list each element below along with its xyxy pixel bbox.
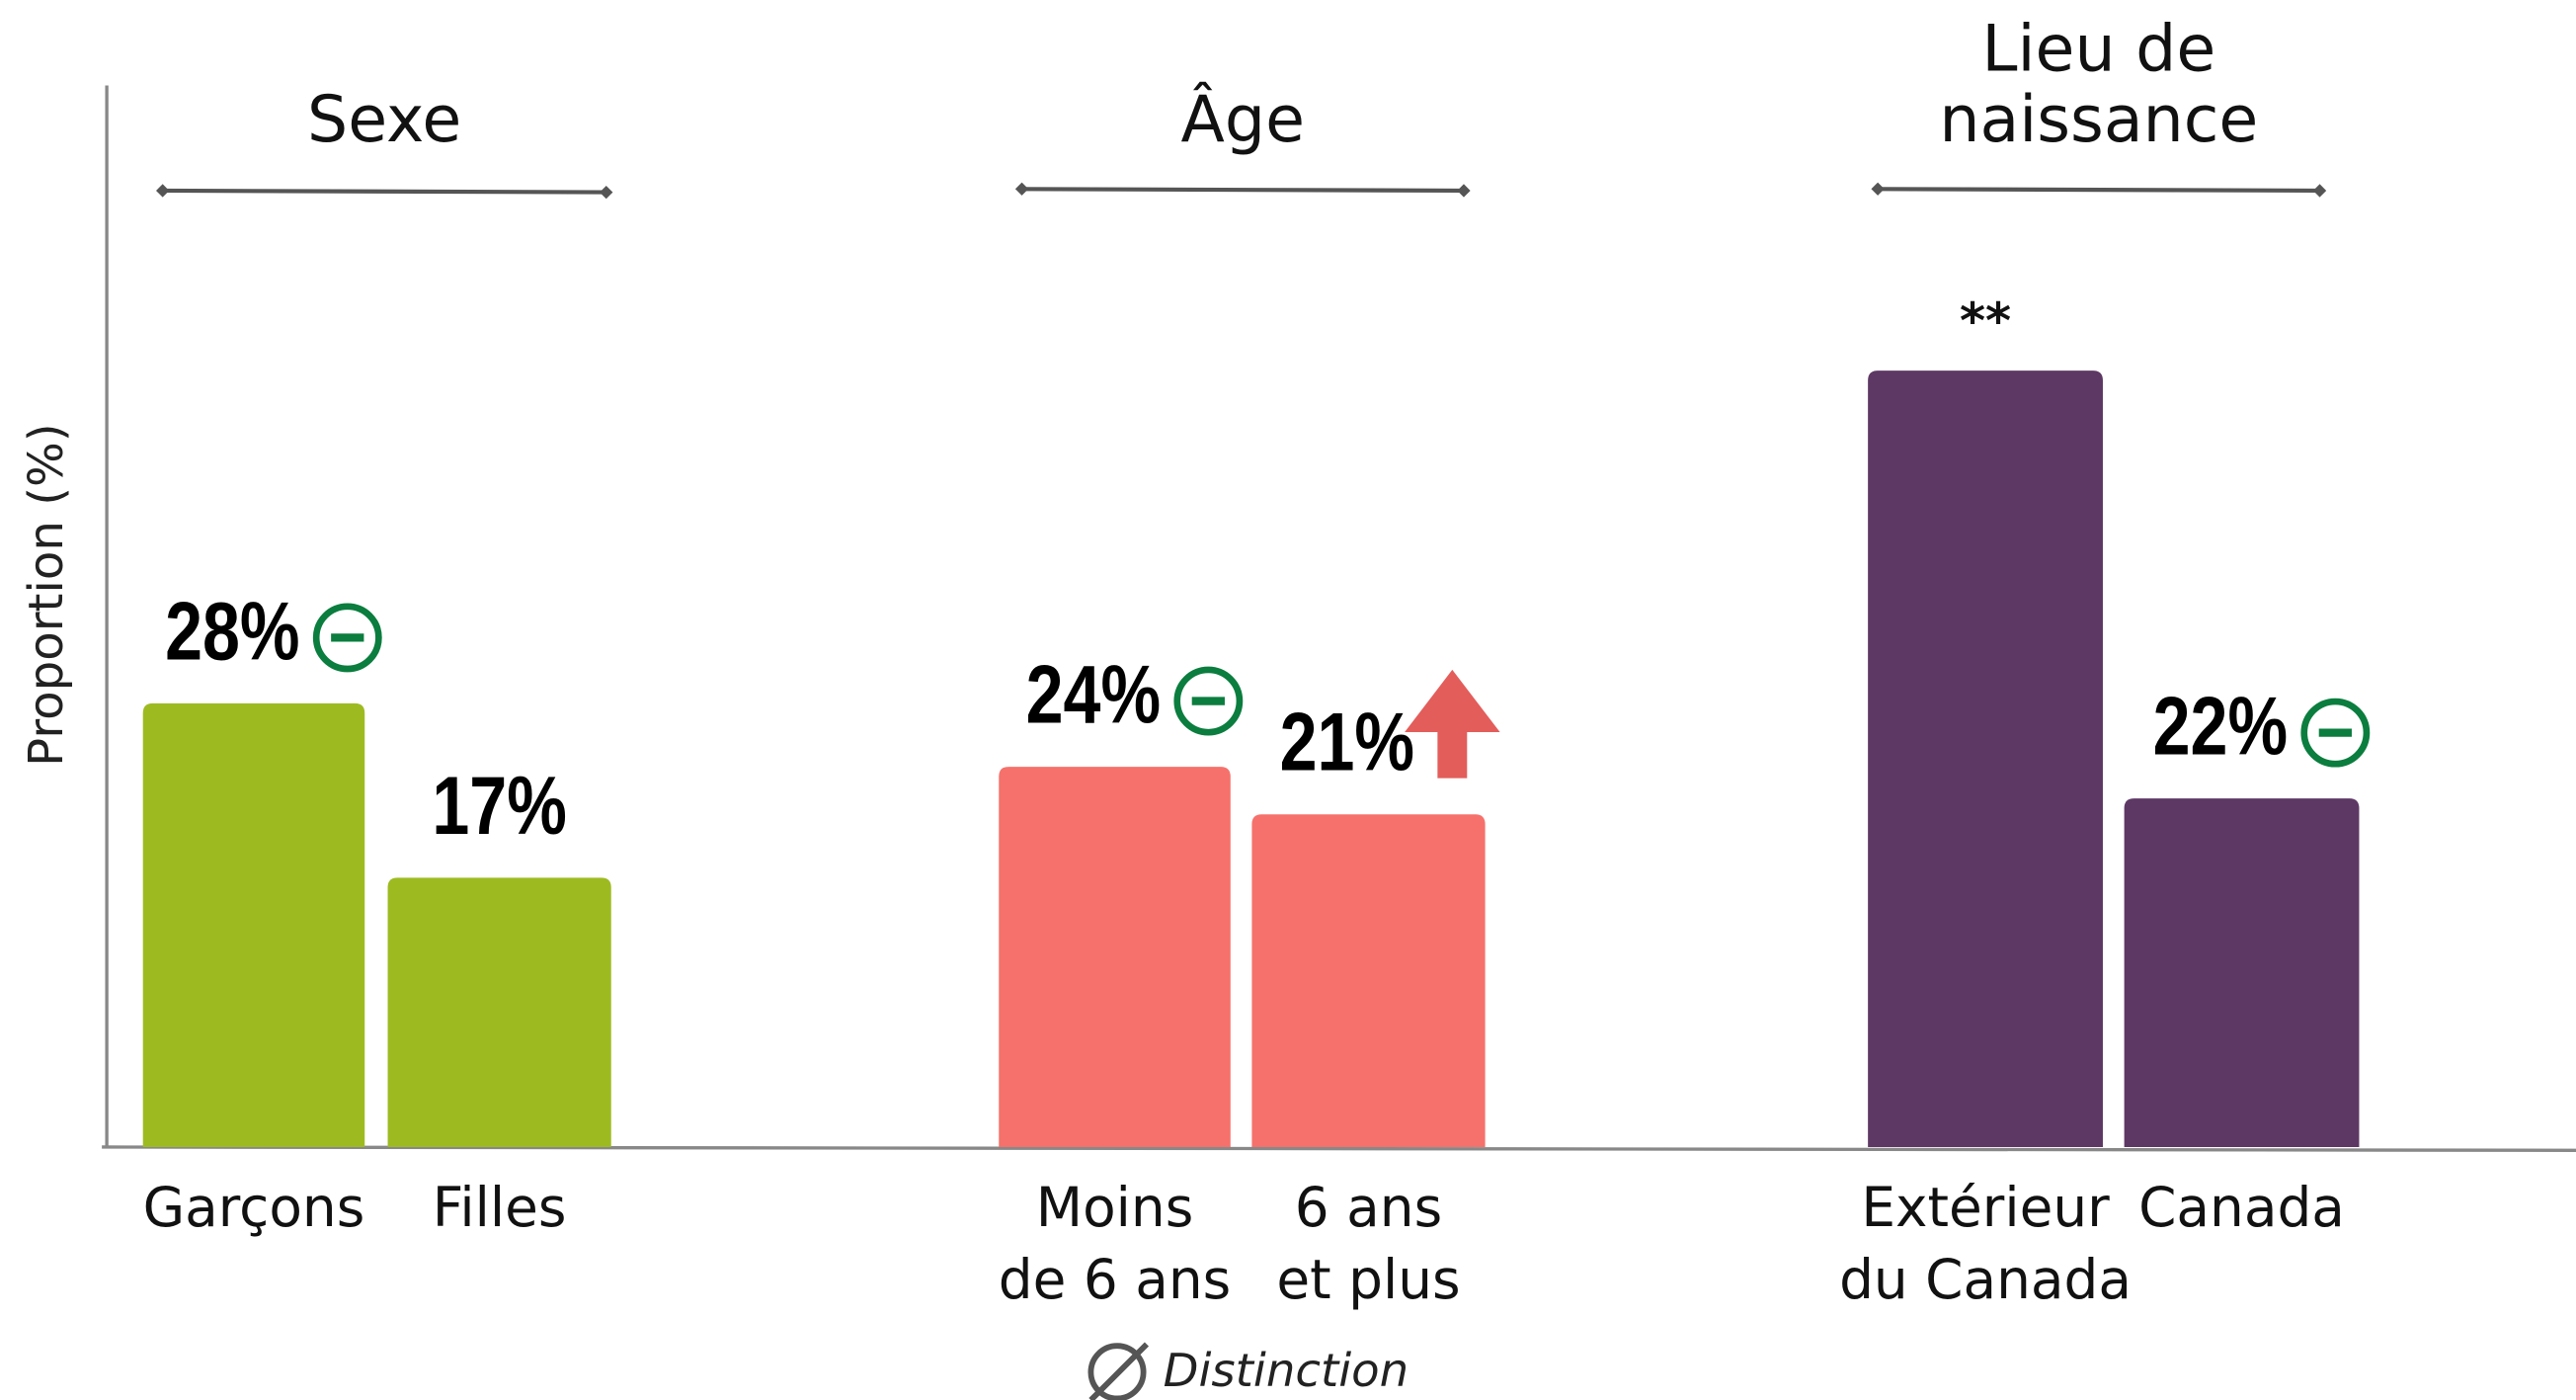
significance-up xyxy=(1405,669,1500,779)
significance-minus xyxy=(2300,698,2371,768)
x-tick-label-box: Canada xyxy=(2138,1175,2345,1240)
bracket-end xyxy=(1871,182,1885,196)
group-title-box: Âge xyxy=(1180,83,1306,157)
significance-minus xyxy=(1173,666,1244,736)
group-bracket xyxy=(162,188,606,195)
x-tick-label: Extérieur du Canada xyxy=(1839,1175,2133,1312)
bar xyxy=(999,767,1231,1147)
bar xyxy=(1868,371,2103,1147)
x-tick-label: 6 ans et plus xyxy=(1276,1175,1461,1312)
value-label: 24% xyxy=(1026,649,1161,741)
value-label: 21% xyxy=(1280,697,1414,788)
bracket-end xyxy=(600,185,613,200)
group-title: Sexe xyxy=(307,83,462,157)
bar xyxy=(142,702,365,1147)
x-tick-label-box: Filles xyxy=(432,1175,567,1240)
x-tick-label: Garçons xyxy=(142,1175,365,1240)
x-tick-label-box: 6 ans et plus xyxy=(1276,1175,1461,1312)
bar xyxy=(387,877,611,1147)
bracket-end xyxy=(2312,184,2327,198)
group-bracket xyxy=(1878,187,2320,194)
x-tick-label: Moins de 6 ans xyxy=(998,1175,1232,1312)
x-tick-label-box: Garçons xyxy=(142,1175,365,1240)
legend-symbol-slash xyxy=(1088,1342,1150,1400)
bracket-end xyxy=(156,184,170,198)
bracket-end xyxy=(1014,182,1029,196)
reliability-flag: ** xyxy=(1960,292,2011,350)
legend-label: Distinction xyxy=(1164,1344,1409,1397)
value-label: 28% xyxy=(165,586,299,678)
group-title-box: Lieu de naissance xyxy=(1939,13,2259,157)
x-tick-label-box: Extérieur du Canada xyxy=(1839,1175,2133,1312)
significance-minus xyxy=(312,603,382,673)
value-label: 17% xyxy=(432,760,566,852)
value-label: 22% xyxy=(2153,681,2288,773)
group-title-box: Sexe xyxy=(307,83,462,157)
bracket-end xyxy=(1457,184,1471,198)
legend-symbol xyxy=(1087,1343,1147,1400)
y-axis-label: Proportion (%) xyxy=(19,423,74,767)
bar xyxy=(2124,798,2360,1147)
bar xyxy=(1251,814,1486,1147)
x-tick-label: Filles xyxy=(432,1175,567,1240)
x-axis xyxy=(102,1145,2576,1152)
group-title: Âge xyxy=(1180,83,1306,157)
group-bracket xyxy=(1021,187,1464,194)
group-title: Lieu de naissance xyxy=(1939,13,2259,157)
x-tick-label-box: Moins de 6 ans xyxy=(998,1175,1232,1312)
x-tick-label: Canada xyxy=(2138,1175,2345,1240)
